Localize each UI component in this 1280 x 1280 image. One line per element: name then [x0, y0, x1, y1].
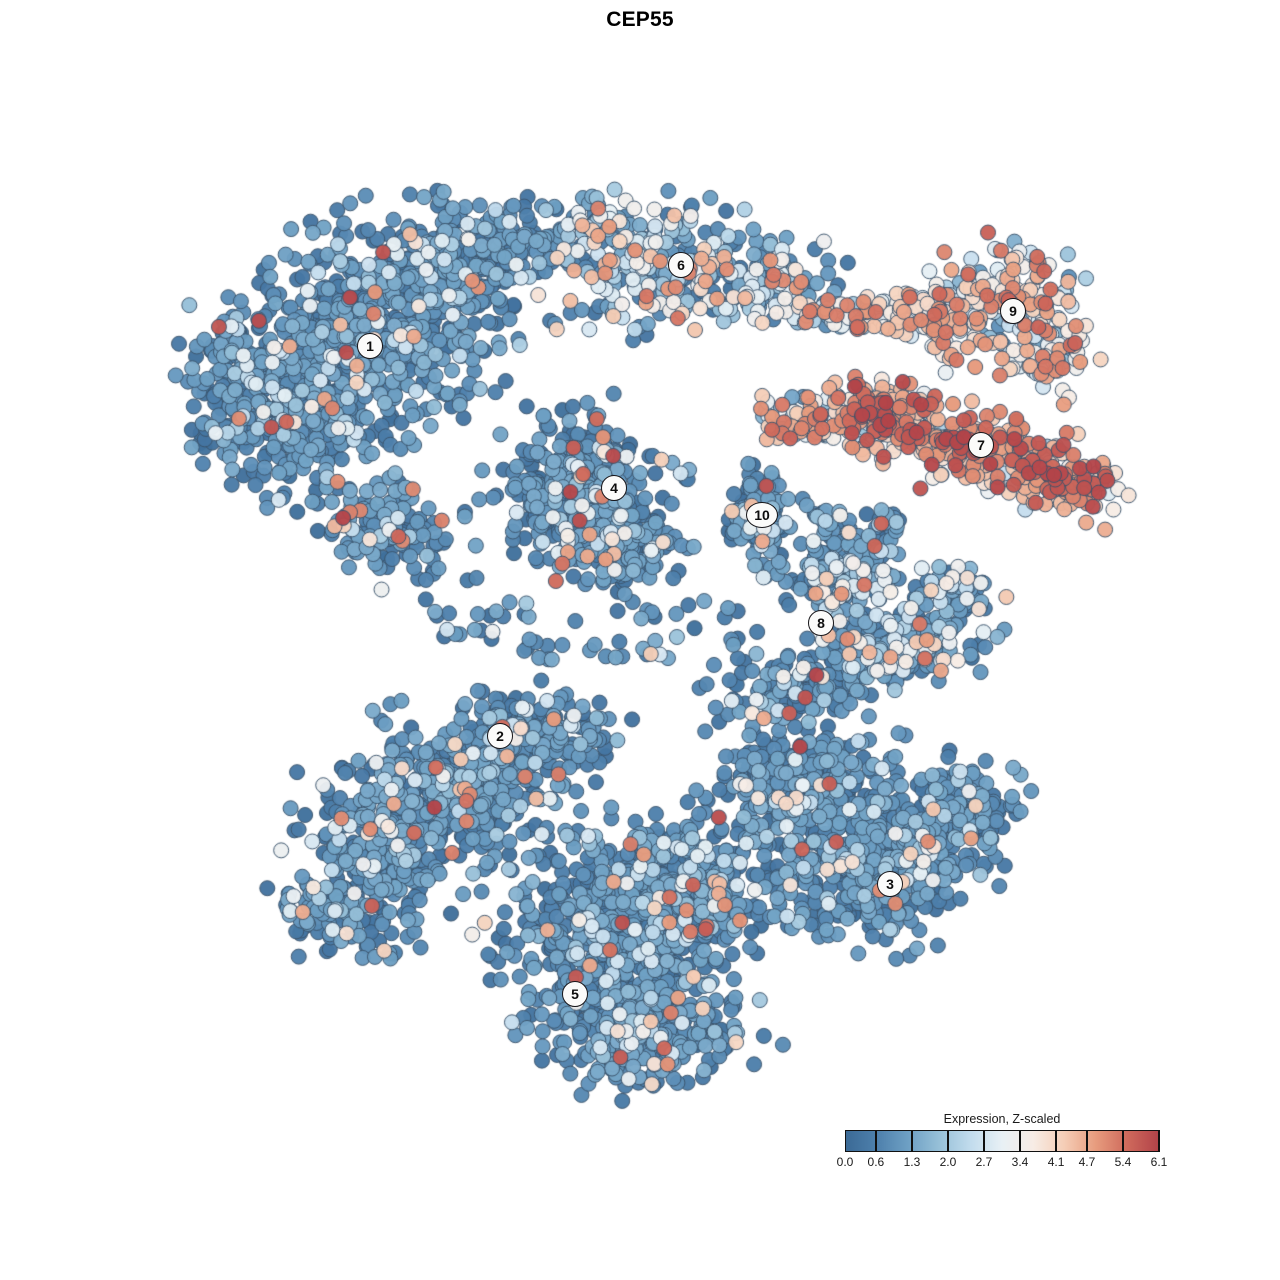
colorbar-tick-label: 5.4 [1114, 1155, 1132, 1169]
colorbar-tick-label: 0.6 [867, 1155, 885, 1169]
cluster-label-10[interactable]: 10 [746, 502, 778, 528]
cluster-label-6[interactable]: 6 [668, 252, 694, 278]
colorbar-tick-label: 3.4 [1011, 1155, 1029, 1169]
cluster-label-7[interactable]: 7 [968, 432, 994, 458]
colorbar-legend: Expression, Z-scaled 0.0 0.6 1.3 2.0 2.7 3.4 4… [837, 1112, 1168, 1173]
cluster-label-4[interactable]: 4 [601, 475, 627, 501]
colorbar-tick [1086, 1130, 1088, 1152]
colorbar-bar-wrap [845, 1130, 1160, 1152]
colorbar-tick-labels: 0.0 0.6 1.3 2.0 2.7 3.4 4.1 4.7 5.4 6.1 [837, 1155, 1168, 1173]
colorbar-tick [875, 1130, 877, 1152]
colorbar-tick-label: 6.1 [1150, 1155, 1168, 1169]
colorbar-tick [1055, 1130, 1057, 1152]
colorbar-tick [1158, 1130, 1160, 1152]
colorbar-tick [947, 1130, 949, 1152]
cluster-label-1[interactable]: 1 [357, 333, 383, 359]
colorbar-title: Expression, Z-scaled [943, 1112, 1061, 1126]
colorbar-tick-label: 4.7 [1078, 1155, 1096, 1169]
colorbar-tick-label: 2.0 [939, 1155, 957, 1169]
colorbar-tick-label: 2.7 [975, 1155, 993, 1169]
colorbar-tick [1019, 1130, 1021, 1152]
colorbar-tick-label: 1.3 [903, 1155, 921, 1169]
colorbar-tick [911, 1130, 913, 1152]
colorbar-tick-label: 4.1 [1047, 1155, 1065, 1169]
cluster-label-3[interactable]: 3 [877, 871, 903, 897]
cluster-label-5[interactable]: 5 [562, 981, 588, 1007]
cluster-label-2[interactable]: 2 [487, 723, 513, 749]
cluster-label-8[interactable]: 8 [808, 610, 834, 636]
cluster-label-9[interactable]: 9 [1000, 298, 1026, 324]
colorbar-tick [1122, 1130, 1124, 1152]
colorbar-tick-label: 0.0 [836, 1155, 854, 1169]
colorbar-tick [983, 1130, 985, 1152]
colorbar-gradient [845, 1130, 1159, 1152]
